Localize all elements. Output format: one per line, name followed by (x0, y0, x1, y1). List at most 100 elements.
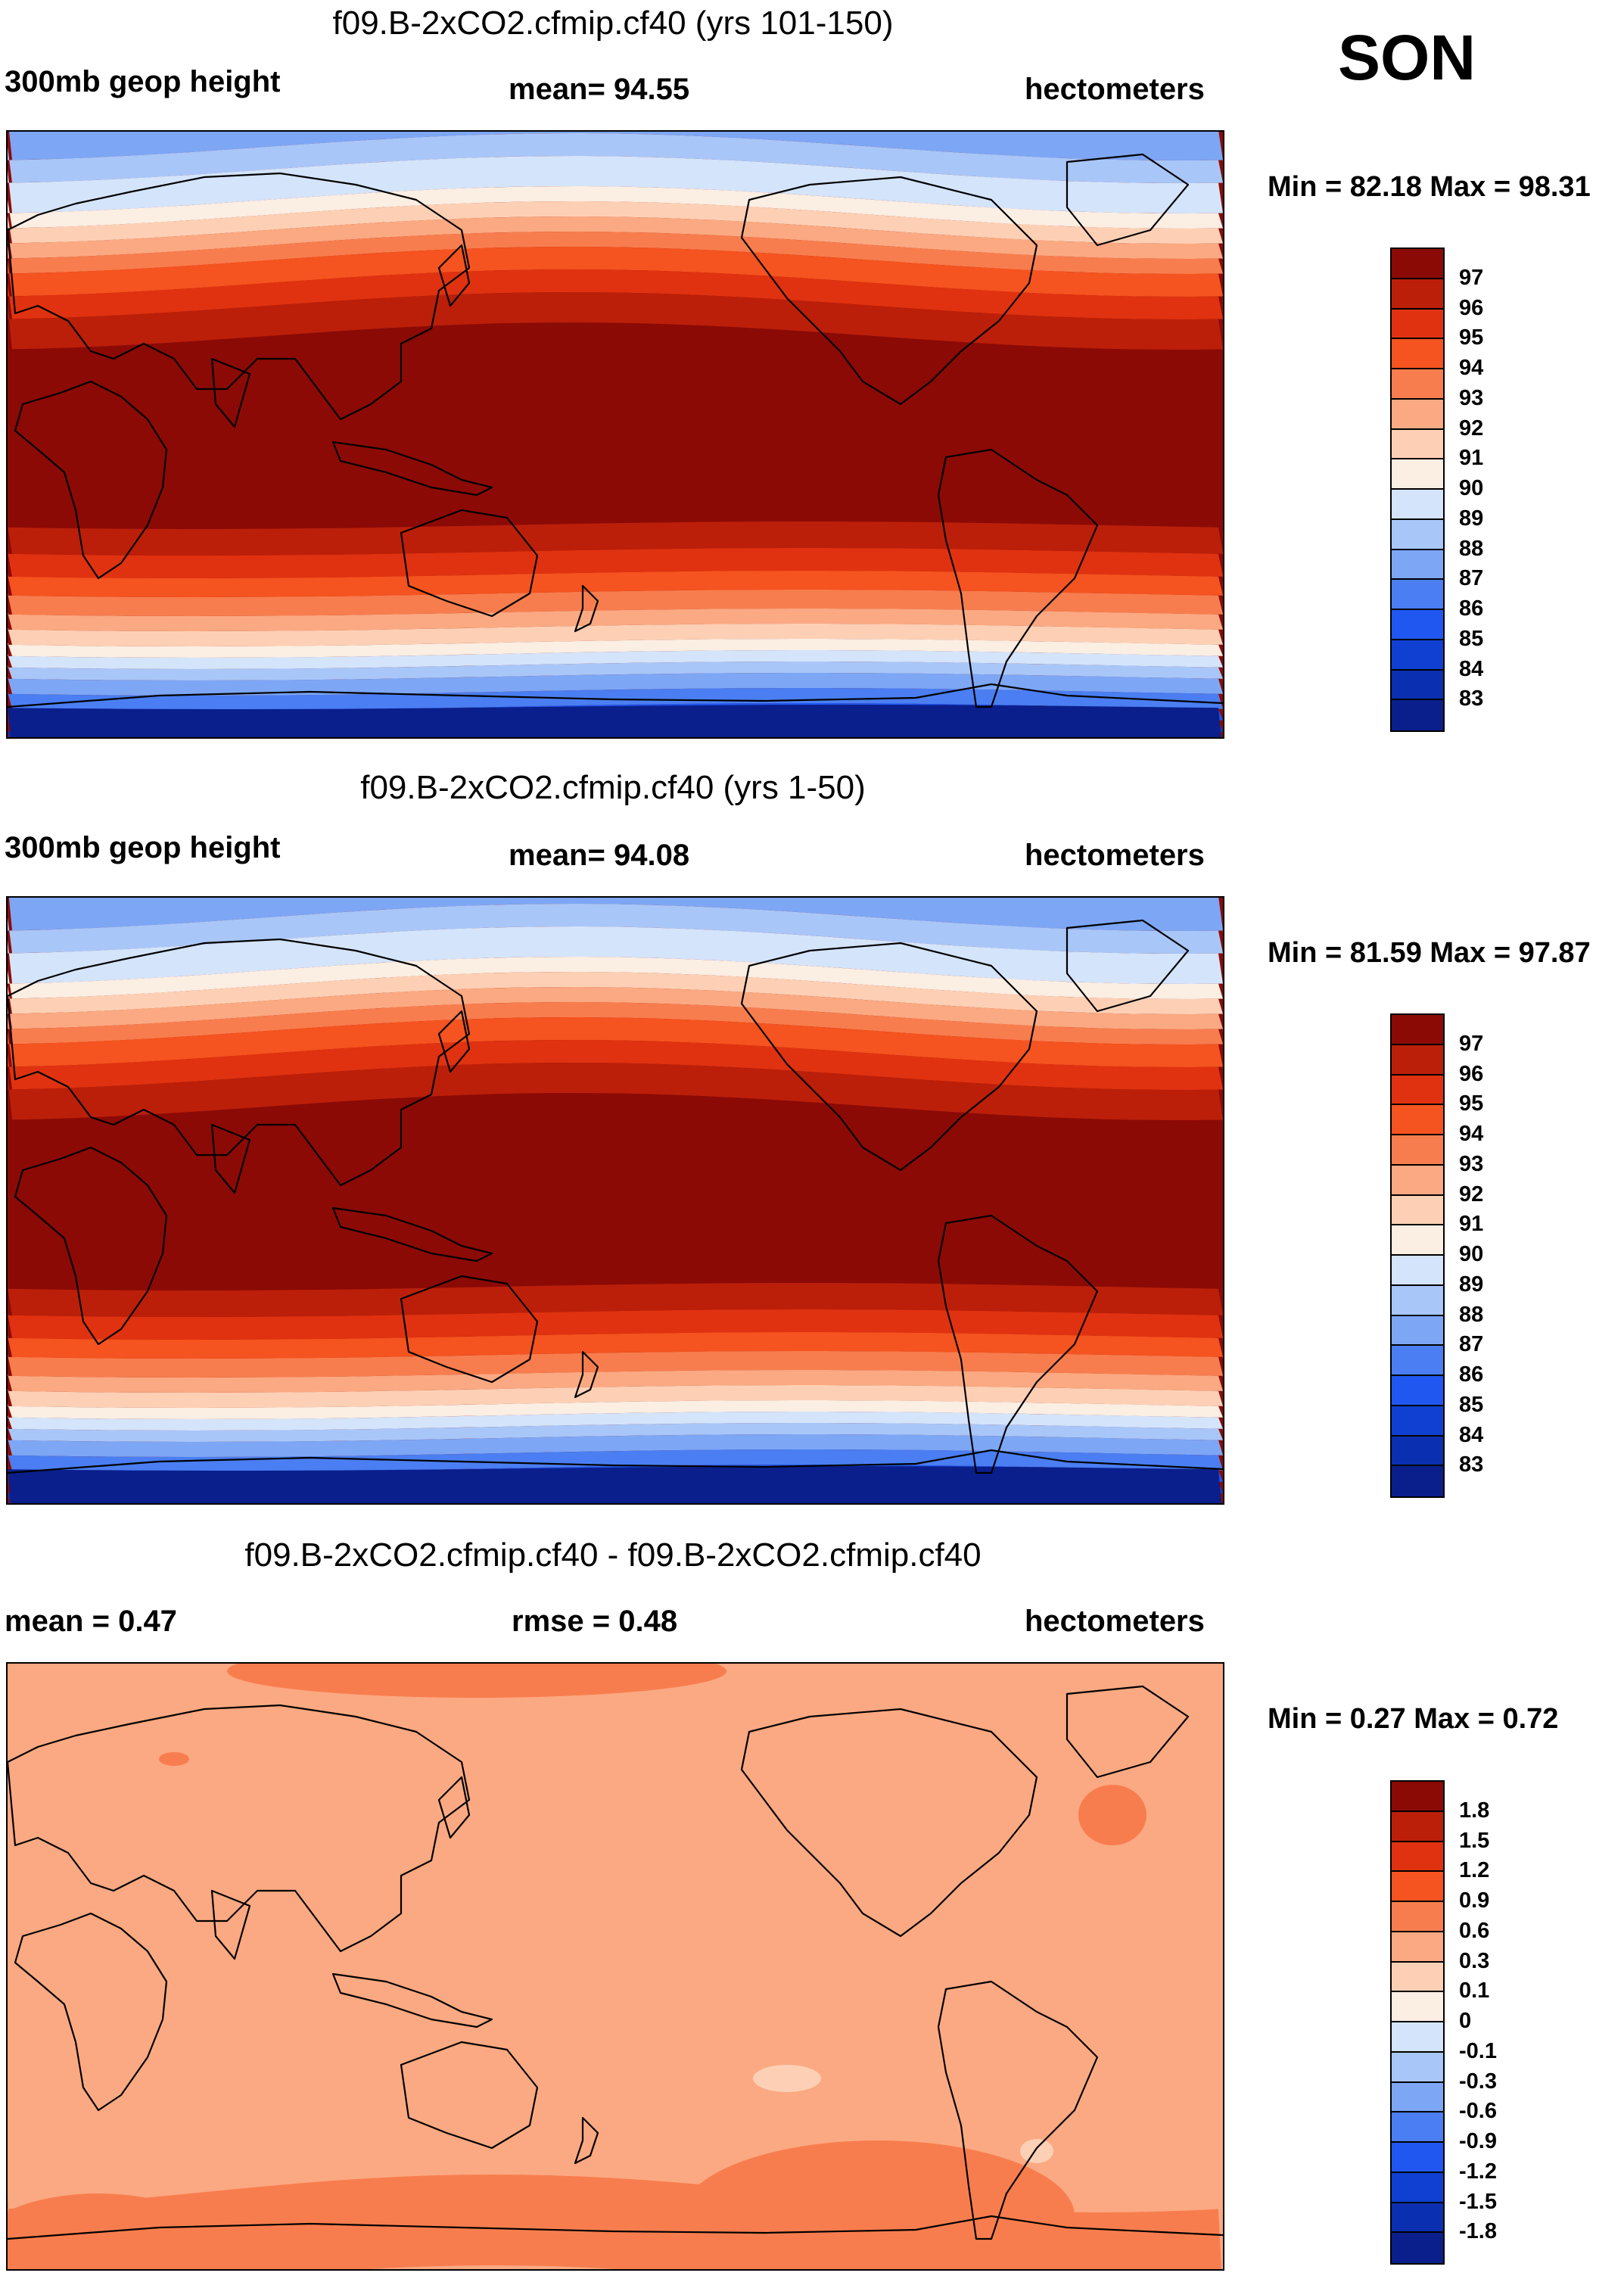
colorbar-box (1392, 2022, 1443, 2053)
colorbar-box (1392, 550, 1443, 581)
colorbar-label: 96 (1459, 295, 1484, 320)
colorbar-label: 93 (1459, 385, 1484, 410)
colorbar-label: 97 (1459, 265, 1484, 290)
contour-band (8, 1449, 1223, 1472)
colorbar-box (1392, 1902, 1443, 1932)
panel-3-colorbar (1390, 1780, 1445, 2265)
coastline (740, 942, 1038, 1172)
colorbar-label: 89 (1459, 1272, 1484, 1297)
colorbar-label: 88 (1459, 536, 1484, 561)
contour-band (8, 987, 1223, 1029)
coastline (1066, 1685, 1190, 1779)
contour-band (8, 624, 1223, 646)
contour-band (8, 1400, 1223, 1419)
colorbar-box (1392, 1135, 1443, 1166)
colorbar-label: 0 (1459, 2009, 1472, 2033)
contour-band (8, 1309, 1223, 1340)
panel-2-units-label: hectometers (1025, 839, 1205, 872)
contour-band (8, 292, 1223, 350)
panel-1-minmax: Min = 82.18 Max = 98.31 (1268, 171, 1591, 203)
colorbar-box (1392, 1992, 1443, 2022)
coastline (437, 1776, 471, 1839)
coastline (937, 1214, 1099, 1474)
colorbar-box (1392, 2082, 1443, 2113)
contour-band (8, 898, 1223, 931)
contour-band (8, 269, 1223, 319)
coastline (331, 1206, 493, 1262)
season-label: SON (1338, 22, 1476, 93)
panel-1-variable-label: 300mb geop height (5, 65, 281, 98)
panel-2-colorbar (1390, 1013, 1445, 1498)
contour-band (8, 1002, 1223, 1045)
colorbar-box (1392, 1315, 1443, 1347)
coastline (8, 172, 471, 421)
colorbar-box (1392, 1165, 1443, 1196)
contour-band (8, 216, 1223, 259)
colorbar-label: 84 (1459, 656, 1484, 681)
colorbar-box (1392, 640, 1443, 671)
colorbar-box (1392, 369, 1443, 400)
colorbar-box (1392, 1376, 1443, 1406)
colorbar-box (1392, 1285, 1443, 1316)
map-panel-1 (6, 130, 1224, 739)
coastline (331, 1972, 493, 2028)
contour-blob (227, 1664, 726, 1698)
contour-band (8, 650, 1223, 669)
colorbar-label: 84 (1459, 1422, 1484, 1447)
colorbar-label: 0.9 (1459, 1888, 1490, 1913)
map-panel-3-contour-bands (8, 1664, 1223, 2269)
contour-band (8, 926, 1223, 984)
coastline (437, 244, 471, 307)
colorbar-label: 91 (1459, 1212, 1484, 1237)
colorbar-label: 0.1 (1459, 1979, 1490, 2003)
colorbar-label: 87 (1459, 566, 1484, 591)
coastline (740, 1708, 1038, 1938)
contour-blob (753, 2065, 821, 2092)
colorbar-label: 87 (1459, 1332, 1484, 1357)
colorbar-label: 83 (1459, 687, 1484, 711)
colorbar-label: 83 (1459, 1452, 1484, 1477)
colorbar-box (1392, 1811, 1443, 1842)
colorbar-box (1392, 1782, 1443, 1812)
colorbar-box (1392, 309, 1443, 340)
coastline (740, 176, 1038, 406)
map-panel-2 (6, 896, 1224, 1505)
contour-band (8, 1063, 1223, 1120)
contour-band (9, 132, 1223, 160)
contour-band (8, 705, 1221, 737)
colorbar-label: -1.5 (1459, 2189, 1497, 2214)
colorbar-box (1392, 1346, 1443, 1376)
colorbar-label: -0.3 (1459, 2069, 1497, 2094)
colorbar-label: 1.8 (1459, 1798, 1490, 1823)
contour-band (8, 571, 1223, 597)
colorbar-label: 0.3 (1459, 1948, 1490, 1973)
colorbar-box (1392, 1406, 1443, 1437)
contour-band (8, 1332, 1223, 1359)
coastline (937, 1980, 1099, 2240)
coastline (400, 2041, 539, 2150)
panel-2-mean-label: mean= 94.08 (509, 839, 690, 872)
contour-band (8, 232, 1223, 274)
colorbar-label: 97 (1459, 1031, 1484, 1056)
colorbar-label: 94 (1459, 356, 1484, 380)
colorbar-box (1392, 1962, 1443, 1993)
contour-band (8, 1283, 1223, 1317)
map-panel-1-coastlines (8, 153, 1223, 708)
colorbar-box (1392, 1466, 1443, 1496)
map-panel-3-coastlines (8, 1685, 1223, 2240)
panel-3-title: f09.B-2xCO2.cfmip.cf40 - f09.B-2xCO2.cfm… (244, 1536, 982, 1574)
contour-band (8, 662, 1223, 680)
contour-blob (1078, 1785, 1146, 1845)
colorbar-box (1392, 1436, 1443, 1467)
colorbar-box (1392, 1045, 1443, 1076)
contour-band (8, 1040, 1223, 1090)
colorbar-box (1392, 1932, 1443, 1963)
panel-1-mean-label: mean= 94.55 (509, 73, 690, 106)
colorbar-box (1392, 1256, 1443, 1286)
colorbar-label: 86 (1459, 596, 1484, 621)
contour-band (8, 1466, 1222, 1503)
colorbar-box (1392, 2052, 1443, 2083)
panel-3-mean-label: mean = 0.47 (5, 1605, 177, 1638)
colorbar-box (1392, 1195, 1443, 1226)
colorbar-label: 95 (1459, 325, 1484, 350)
